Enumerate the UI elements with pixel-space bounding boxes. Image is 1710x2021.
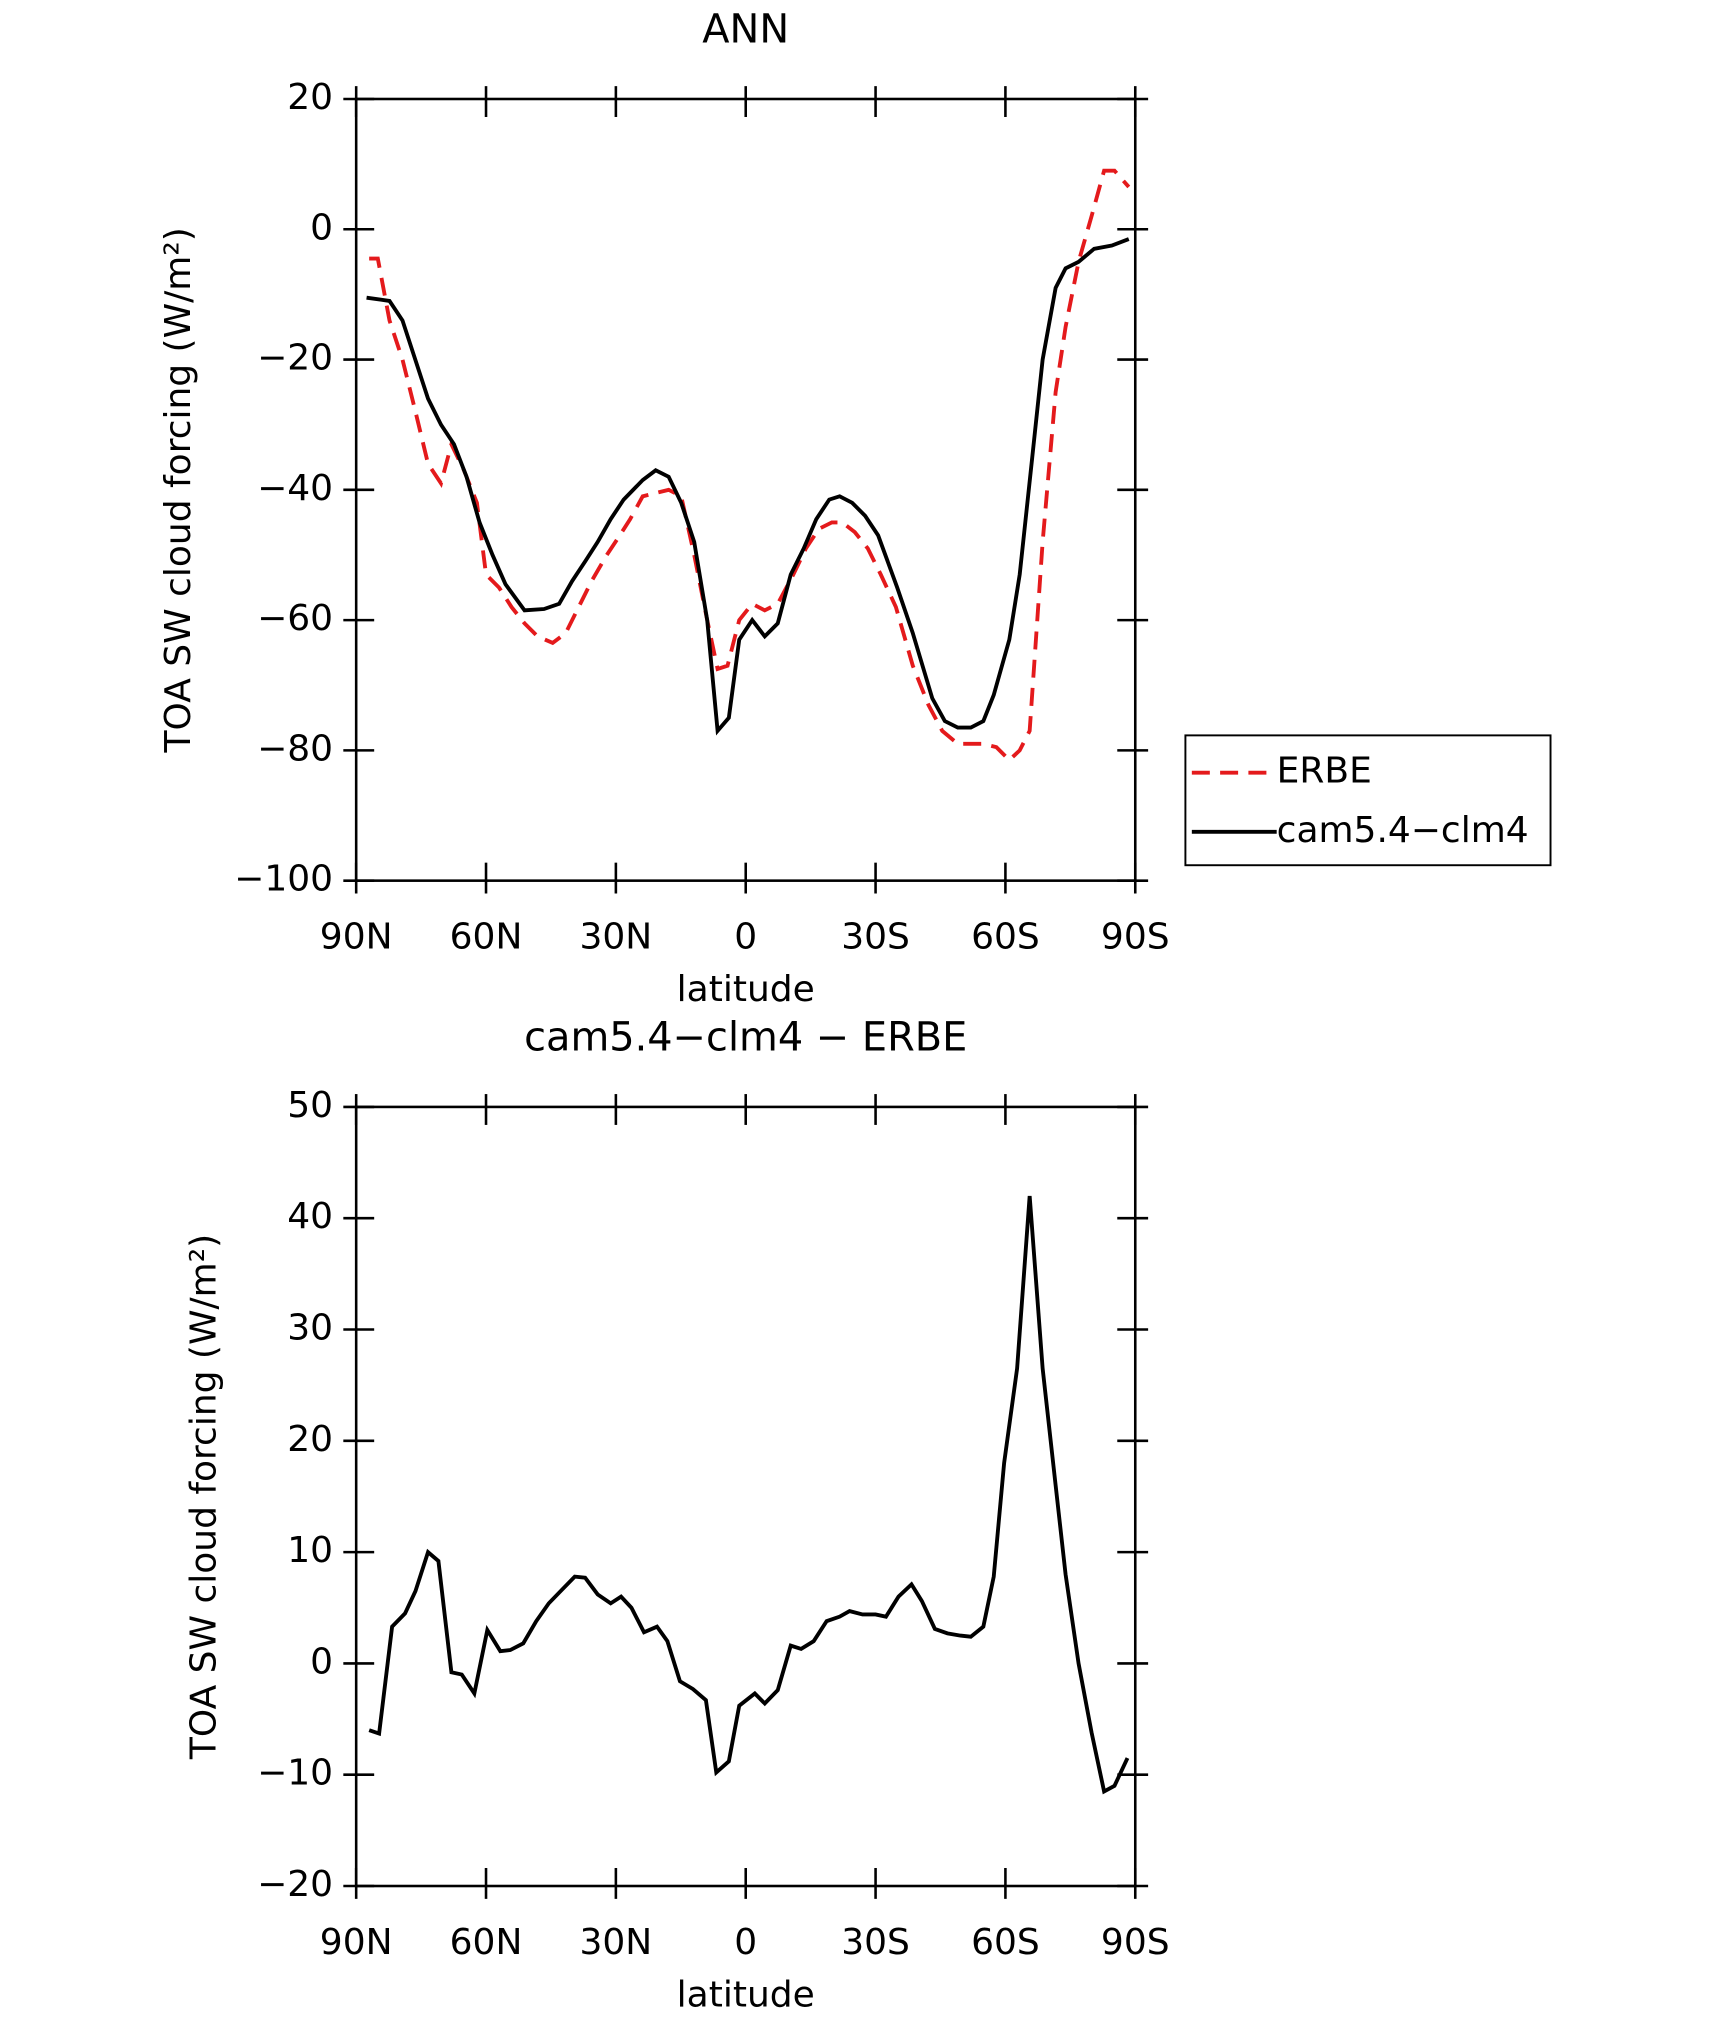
- y-tick-label: 30: [287, 1308, 333, 1349]
- y-axis-label: TOA SW cloud forcing (W/m²): [158, 227, 199, 753]
- chart-title: cam5.4−clm4 − ERBE: [524, 1015, 967, 1061]
- y-tick-label: −10: [257, 1753, 333, 1794]
- y-tick-label: −100: [234, 859, 333, 900]
- y-tick-label: 0: [310, 1641, 333, 1682]
- series-line: [369, 168, 1131, 763]
- legend-box: [1184, 734, 1552, 867]
- x-tick-label: 30S: [841, 1922, 910, 1963]
- x-tick-label: 60S: [971, 917, 1040, 958]
- y-tick-label: −40: [257, 468, 333, 509]
- y-tick-label: −20: [257, 338, 333, 379]
- x-tick-label: 60S: [971, 1922, 1040, 1963]
- x-tick-label: 60N: [450, 917, 523, 958]
- x-tick-label: 30N: [580, 1922, 653, 1963]
- legend-label: cam5.4−clm4: [1277, 810, 1529, 851]
- x-tick-label: 30N: [580, 917, 653, 958]
- y-axis-label: TOA SW cloud forcing (W/m²): [184, 1234, 225, 1760]
- y-tick-label: 20: [287, 77, 333, 118]
- x-tick-label: 90N: [320, 917, 393, 958]
- plot-frame: [354, 1105, 1137, 1888]
- plot-frame: [354, 97, 1137, 882]
- x-tick-label: 60N: [450, 1922, 523, 1963]
- legend-label: ERBE: [1277, 751, 1372, 792]
- y-tick-label: −20: [257, 1864, 333, 1905]
- y-tick-label: 40: [287, 1196, 333, 1237]
- y-tick-label: −60: [257, 598, 333, 639]
- x-tick-label: 0: [734, 1922, 757, 1963]
- y-tick-label: 0: [310, 207, 333, 248]
- x-tick-label: 30S: [841, 917, 910, 958]
- x-axis-label: latitude: [677, 969, 815, 1010]
- y-tick-label: −80: [257, 728, 333, 769]
- x-tick-label: 0: [734, 917, 757, 958]
- x-axis-label: latitude: [677, 1975, 815, 2016]
- y-tick-label: 50: [287, 1085, 333, 1126]
- y-tick-label: 10: [287, 1530, 333, 1571]
- x-tick-label: 90N: [320, 1922, 393, 1963]
- y-tick-label: 20: [287, 1419, 333, 1460]
- x-tick-label: 90S: [1101, 917, 1170, 958]
- series-line: [366, 237, 1130, 736]
- chart-title: ANN: [702, 7, 789, 53]
- series-line: [368, 1195, 1130, 1795]
- x-tick-label: 90S: [1101, 1922, 1170, 1963]
